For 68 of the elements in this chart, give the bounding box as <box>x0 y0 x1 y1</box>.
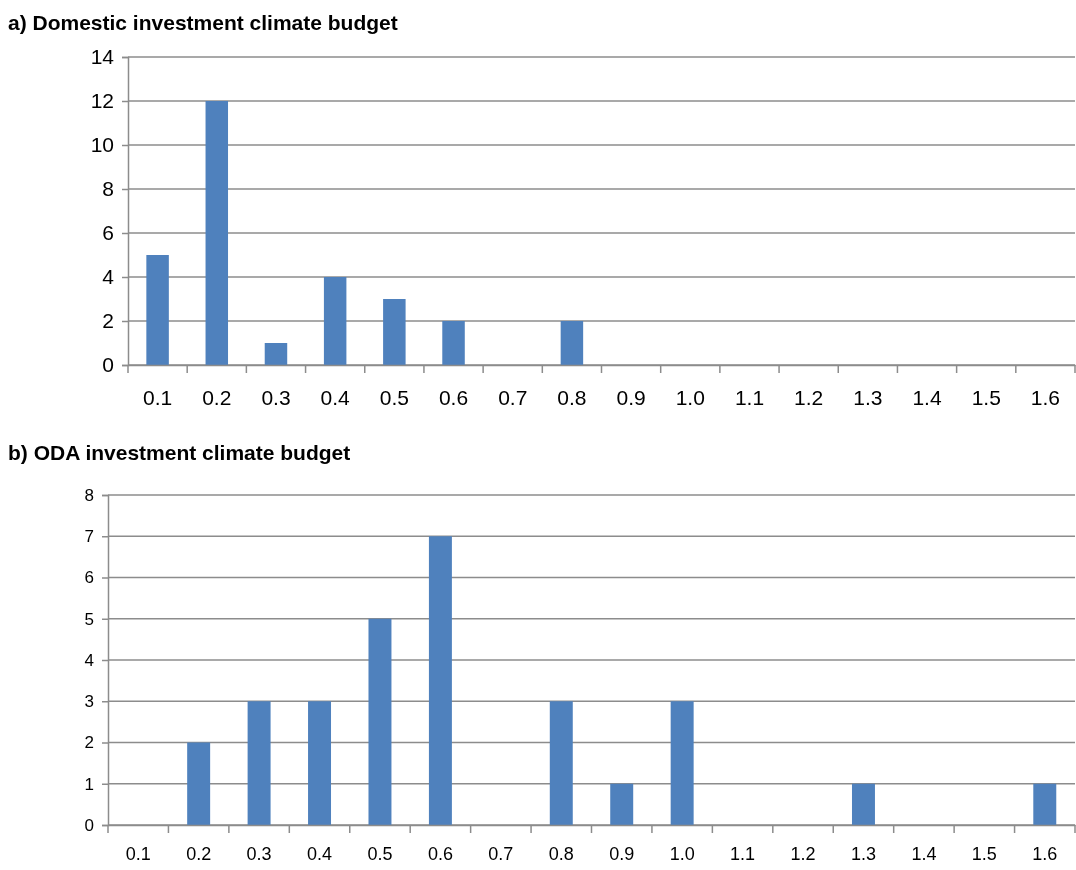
x-tick-label: 0.6 <box>427 844 453 865</box>
y-tick-label: 5 <box>84 609 94 629</box>
x-tick-label: 1.3 <box>853 386 883 410</box>
y-tick-label: 6 <box>102 221 114 245</box>
x-tick-label: 1.3 <box>850 844 876 865</box>
y-tick-label: 0 <box>84 815 94 835</box>
bar <box>205 101 229 365</box>
bar <box>428 536 452 825</box>
x-tick-label: 0.7 <box>488 844 514 865</box>
bar <box>368 618 392 825</box>
x-tick-label: 0.9 <box>616 386 646 410</box>
x-tick-label: 0.5 <box>367 844 393 865</box>
bar <box>146 255 169 365</box>
bar <box>187 742 211 825</box>
x-tick-label: 0.1 <box>125 844 151 865</box>
y-tick-label: 4 <box>84 650 94 670</box>
x-tick-label: 1.2 <box>790 844 816 865</box>
bar <box>851 783 875 825</box>
bar <box>442 321 465 365</box>
x-tick-label: 0.2 <box>186 844 212 865</box>
x-tick-label: 0.8 <box>557 386 587 410</box>
x-tick-label: 1.4 <box>911 844 937 865</box>
x-tick-label: 1.5 <box>971 386 1001 410</box>
x-tick-label: 0.4 <box>307 844 333 865</box>
bar <box>610 783 634 825</box>
y-tick-label: 2 <box>102 309 114 333</box>
y-tick-label: 7 <box>84 527 94 547</box>
bar <box>383 299 406 365</box>
x-tick-label: 0.3 <box>246 844 272 865</box>
chart-title: a) Domestic investment climate budget <box>8 11 398 34</box>
x-tick-label: 1.0 <box>675 386 705 410</box>
x-tick-label: 1.6 <box>1030 386 1061 410</box>
x-tick-label: 0.9 <box>609 844 635 865</box>
y-tick-label: 10 <box>90 133 114 157</box>
x-tick-label: 1.1 <box>734 386 765 410</box>
x-tick-label: 0.7 <box>498 386 528 410</box>
x-tick-label: 1.0 <box>669 844 695 865</box>
bar <box>247 701 271 825</box>
bar <box>549 701 573 825</box>
bar <box>323 277 347 365</box>
y-tick-label: 8 <box>84 485 94 505</box>
x-tick-label: 1.5 <box>971 844 997 865</box>
bar <box>560 321 584 365</box>
y-tick-label: 0 <box>102 353 114 377</box>
bar <box>670 701 694 825</box>
x-tick-label: 0.3 <box>261 386 291 410</box>
x-tick-label: 0.4 <box>320 386 351 410</box>
bar <box>1033 783 1057 825</box>
x-tick-label: 0.5 <box>379 386 409 410</box>
bar <box>264 343 288 365</box>
x-tick-label: 0.8 <box>548 844 574 865</box>
bar <box>308 701 332 825</box>
y-tick-label: 3 <box>84 692 94 712</box>
x-tick-label: 0.6 <box>438 386 469 410</box>
y-tick-label: 8 <box>102 177 114 201</box>
x-tick-label: 1.1 <box>730 844 756 865</box>
y-tick-label: 1 <box>84 774 94 794</box>
y-tick-label: 12 <box>90 89 114 113</box>
y-tick-label: 14 <box>90 45 115 69</box>
y-tick-label: 4 <box>102 265 115 289</box>
x-tick-label: 1.4 <box>912 386 942 410</box>
y-tick-label: 2 <box>84 733 94 753</box>
x-tick-label: 1.2 <box>794 386 824 410</box>
x-tick-label: 0.1 <box>142 386 173 410</box>
x-tick-label: 0.2 <box>202 386 232 410</box>
x-tick-label: 1.6 <box>1032 844 1058 865</box>
chart-title: b) ODA investment climate budget <box>8 441 351 464</box>
y-tick-label: 6 <box>84 568 94 588</box>
